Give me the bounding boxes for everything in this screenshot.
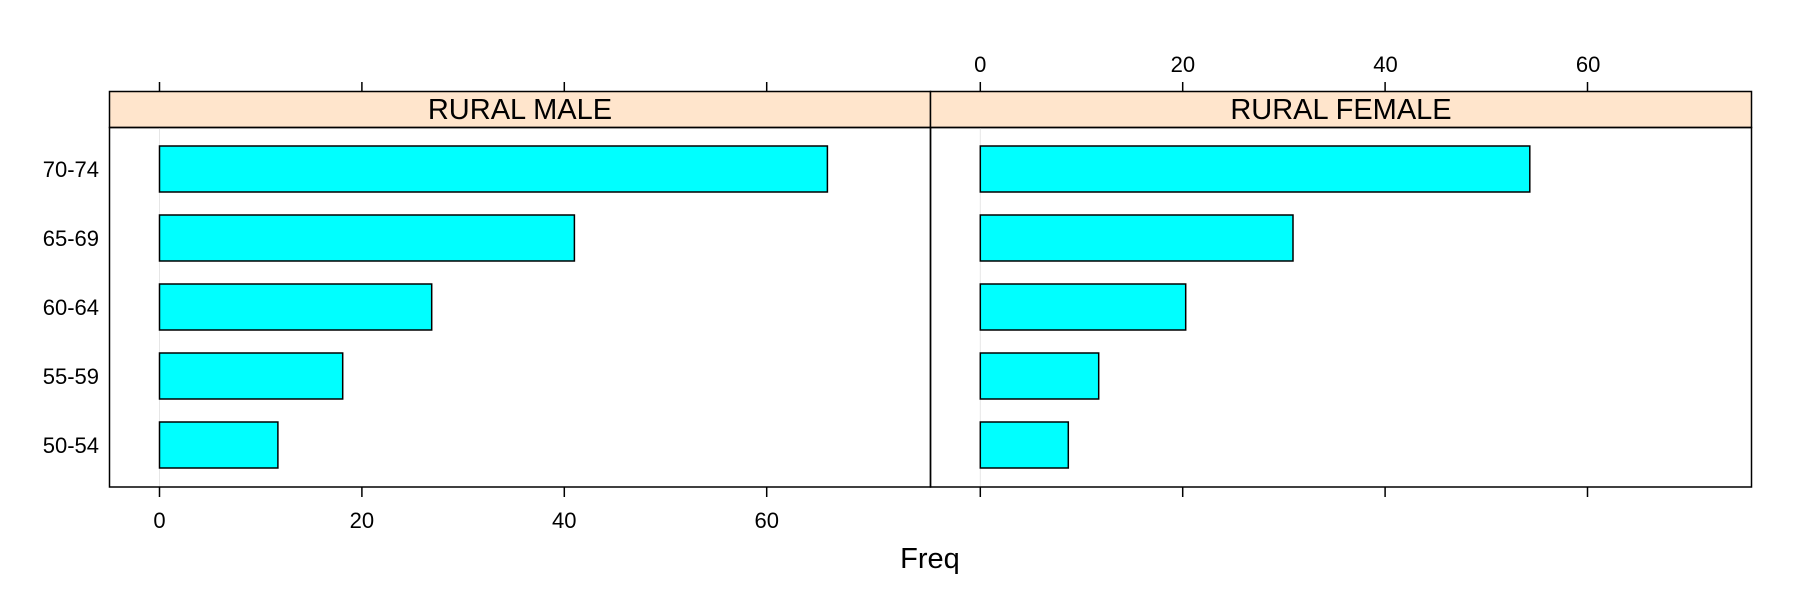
bars-rural-female bbox=[979, 145, 1531, 469]
bottom-axis-rural-male: 0 20 40 60 bbox=[153, 487, 779, 533]
tick-label: 20 bbox=[1171, 52, 1195, 77]
strip-label-rural-male: RURAL MALE bbox=[428, 94, 612, 126]
top-axis-rural-female: 0 20 40 60 bbox=[974, 52, 1600, 91]
bar-65-69 bbox=[979, 214, 1294, 262]
category-label: 65-69 bbox=[43, 226, 99, 251]
x-axis-title: Freq bbox=[900, 543, 960, 575]
tick-label: 0 bbox=[153, 508, 165, 533]
panel-rural-male: RURAL MALE bbox=[108, 90, 932, 488]
strip-rural-female bbox=[929, 90, 1753, 129]
category-label: 60-64 bbox=[43, 295, 99, 320]
strip-rural-male bbox=[108, 90, 932, 129]
top-axis-ticks-rural-male bbox=[158, 82, 768, 91]
bar-70-74 bbox=[979, 145, 1531, 193]
bar-55-59 bbox=[158, 352, 344, 400]
bar-60-64 bbox=[158, 283, 433, 331]
category-label: 55-59 bbox=[43, 364, 99, 389]
bar-70-74 bbox=[158, 145, 829, 193]
bar-55-59 bbox=[979, 352, 1100, 400]
bar-65-69 bbox=[158, 214, 576, 262]
y-axis-category-labels: 70-74 65-69 60-64 55-59 50-54 bbox=[43, 157, 99, 458]
category-label: 70-74 bbox=[43, 157, 99, 182]
panel-frame-rural-female bbox=[929, 126, 1753, 488]
category-label: 50-54 bbox=[43, 433, 99, 458]
tick-label: 0 bbox=[974, 52, 986, 77]
bottom-axis-ticks-rural-female bbox=[979, 487, 1589, 497]
bar-50-54 bbox=[979, 421, 1070, 469]
tick-label: 20 bbox=[350, 508, 374, 533]
tick-label: 40 bbox=[552, 508, 576, 533]
panel-rural-female: RURAL FEMALE bbox=[929, 90, 1753, 488]
bar-50-54 bbox=[158, 421, 279, 469]
bar-60-64 bbox=[979, 283, 1187, 331]
y-axis-ticks bbox=[101, 169, 110, 445]
tick-label: 60 bbox=[754, 508, 778, 533]
strip-label-rural-female: RURAL FEMALE bbox=[1230, 94, 1451, 126]
bars-rural-male bbox=[158, 145, 829, 469]
tick-label: 40 bbox=[1373, 52, 1397, 77]
tick-label: 60 bbox=[1576, 52, 1600, 77]
